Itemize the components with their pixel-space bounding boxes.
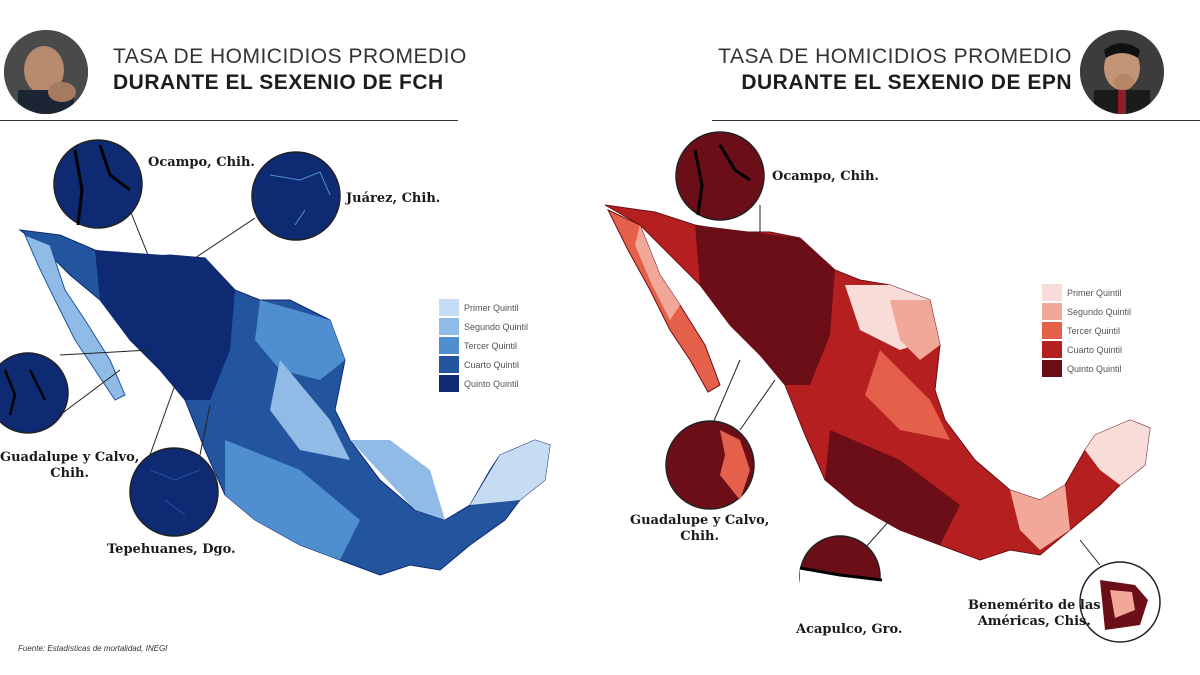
legend-label: Cuarto Quintil: [1067, 344, 1123, 355]
avatar: [4, 30, 88, 114]
legend-item: Quinto Quintil: [438, 374, 528, 393]
source-note: Fuente: Estadísticas de mortalidad, INEG…: [18, 644, 168, 653]
panel-fch: TASA DE HOMICIDIOS PROMEDIO DURANTE EL S…: [0, 30, 551, 653]
callout-label-ocampo: Ocampo, Chih.: [772, 169, 879, 184]
legend-item: Cuarto Quintil: [1041, 340, 1131, 359]
legend-item: Segundo Quintil: [1041, 302, 1131, 321]
callout-label-acapulco: Acapulco, Gro.: [796, 622, 903, 637]
legend-label: Primer Quintil: [464, 302, 519, 313]
legend-label: Tercer Quintil: [1067, 325, 1121, 336]
homicide-map-epn: [604, 131, 1161, 643]
legend-item: Quinto Quintil: [1041, 359, 1131, 378]
title-line-2: DURANTE EL SEXENIO DE EPN: [741, 71, 1072, 94]
callout-label-juarez: Juárez, Chih.: [346, 191, 441, 206]
legend-item: Cuarto Quintil: [438, 355, 528, 374]
avatar: [1080, 30, 1164, 114]
legend-label: Tercer Quintil: [464, 340, 518, 351]
panel-epn: TASA DE HOMICIDIOS PROMEDIO DURANTE EL S…: [600, 0, 1200, 675]
legend-label: Segundo Quintil: [464, 321, 529, 332]
legend: Primer Quintil Segundo Quintil Tercer Qu…: [438, 298, 528, 393]
legend-item: Primer Quintil: [1041, 283, 1131, 302]
callout-label-ocampo: Ocampo, Chih.: [148, 155, 255, 170]
legend-label: Segundo Quintil: [1067, 306, 1132, 317]
legend-label: Primer Quintil: [1067, 287, 1122, 298]
legend-label: Quinto Quintil: [1067, 363, 1122, 374]
map-title: TASA DE HOMICIDIOS PROMEDIO DURANTE EL S…: [113, 44, 467, 96]
title-line-2: DURANTE EL SEXENIO DE FCH: [113, 71, 444, 94]
legend-item: Tercer Quintil: [438, 336, 528, 355]
title-divider: [712, 120, 1200, 121]
callout-label-guadalupe: Guadalupe y Calvo, Chih.: [630, 513, 770, 544]
title-divider: [0, 120, 458, 121]
legend-label: Cuarto Quintil: [464, 359, 520, 370]
title-line-1: TASA DE HOMICIDIOS PROMEDIO: [718, 45, 1072, 68]
legend-label: Quinto Quintil: [464, 378, 519, 389]
title-line-1: TASA DE HOMICIDIOS PROMEDIO: [113, 45, 467, 68]
legend-item: Tercer Quintil: [1041, 321, 1131, 340]
callout-label-benemerito: Benemérito de las Américas, Chis.: [968, 598, 1101, 629]
legend: Primer Quintil Segundo Quintil Tercer Qu…: [1041, 283, 1131, 378]
callout-label-guadalupe: Guadalupe y Calvo, Chih.: [0, 450, 140, 481]
map-title: TASA DE HOMICIDIOS PROMEDIO DURANTE EL S…: [718, 44, 1072, 96]
legend-item: Segundo Quintil: [438, 317, 528, 336]
legend-item: Primer Quintil: [438, 298, 528, 317]
callout-label-tepehuanes: Tepehuanes, Dgo.: [107, 542, 236, 557]
homicide-map-fch: [0, 139, 551, 576]
